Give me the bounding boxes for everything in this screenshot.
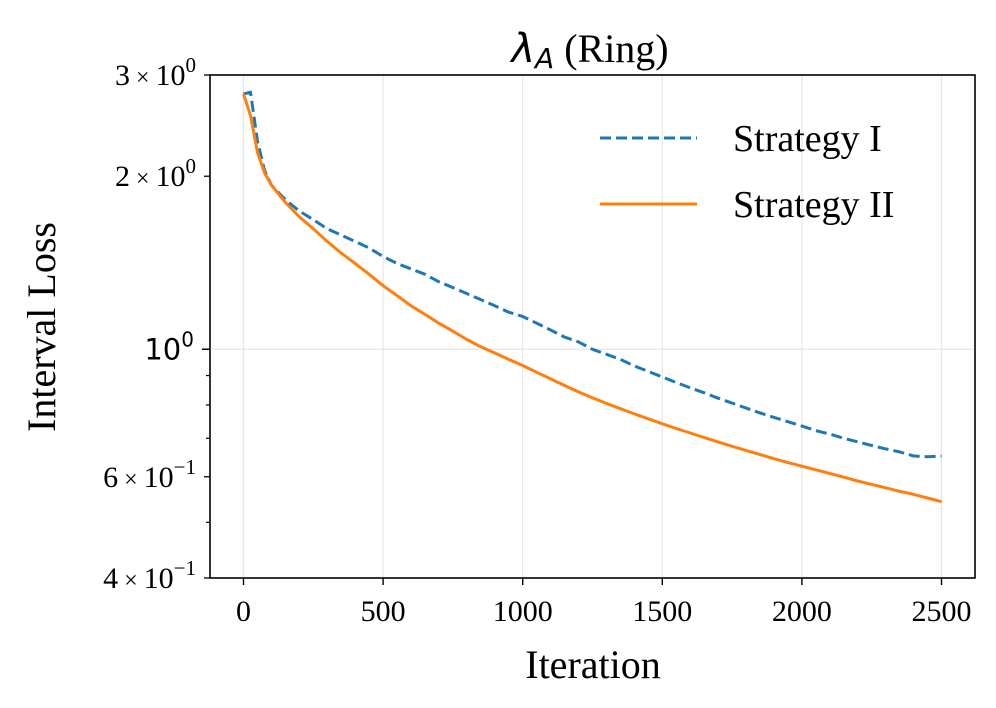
series-lines	[242, 90, 942, 504]
x-tick-label: 1500	[632, 595, 692, 628]
legend-label-2: Strategy II	[733, 184, 894, 226]
y-tick-label: 4 × 10−1	[103, 556, 196, 595]
y-tick-label: 6 × 10−1	[103, 455, 196, 494]
x-tick-label: 2000	[772, 595, 832, 628]
y-tick-label: 2 × 100	[115, 154, 196, 193]
chart-title: λA (Ring)	[509, 26, 668, 75]
series-line-2	[242, 93, 942, 504]
x-tick-label: 2500	[911, 595, 971, 628]
x-tick-label: 1000	[493, 595, 553, 628]
x-tick-label: 500	[361, 595, 406, 628]
title-symbol: λ	[509, 26, 535, 72]
title-suffix: (Ring)	[554, 26, 668, 71]
legend-label-1: Strategy I	[733, 118, 882, 160]
axis-ticks: 0 500 1000 1500 2000 2500 3 × 100 2 × 100 6 × 10…	[103, 53, 971, 628]
y-axis-label: Interval Loss	[19, 222, 64, 432]
plot-area-frame	[209, 74, 976, 579]
y-major-tick-label: 100	[144, 327, 194, 366]
title-subscript: A	[533, 42, 554, 75]
y-tick-label: 3 × 100	[115, 53, 196, 92]
x-tick-label: 0	[236, 595, 251, 628]
x-axis-label: Iteration	[525, 642, 661, 687]
series-line-1	[243, 90, 942, 459]
grid-lines	[210, 75, 975, 578]
legend: Strategy I Strategy II	[600, 118, 894, 226]
